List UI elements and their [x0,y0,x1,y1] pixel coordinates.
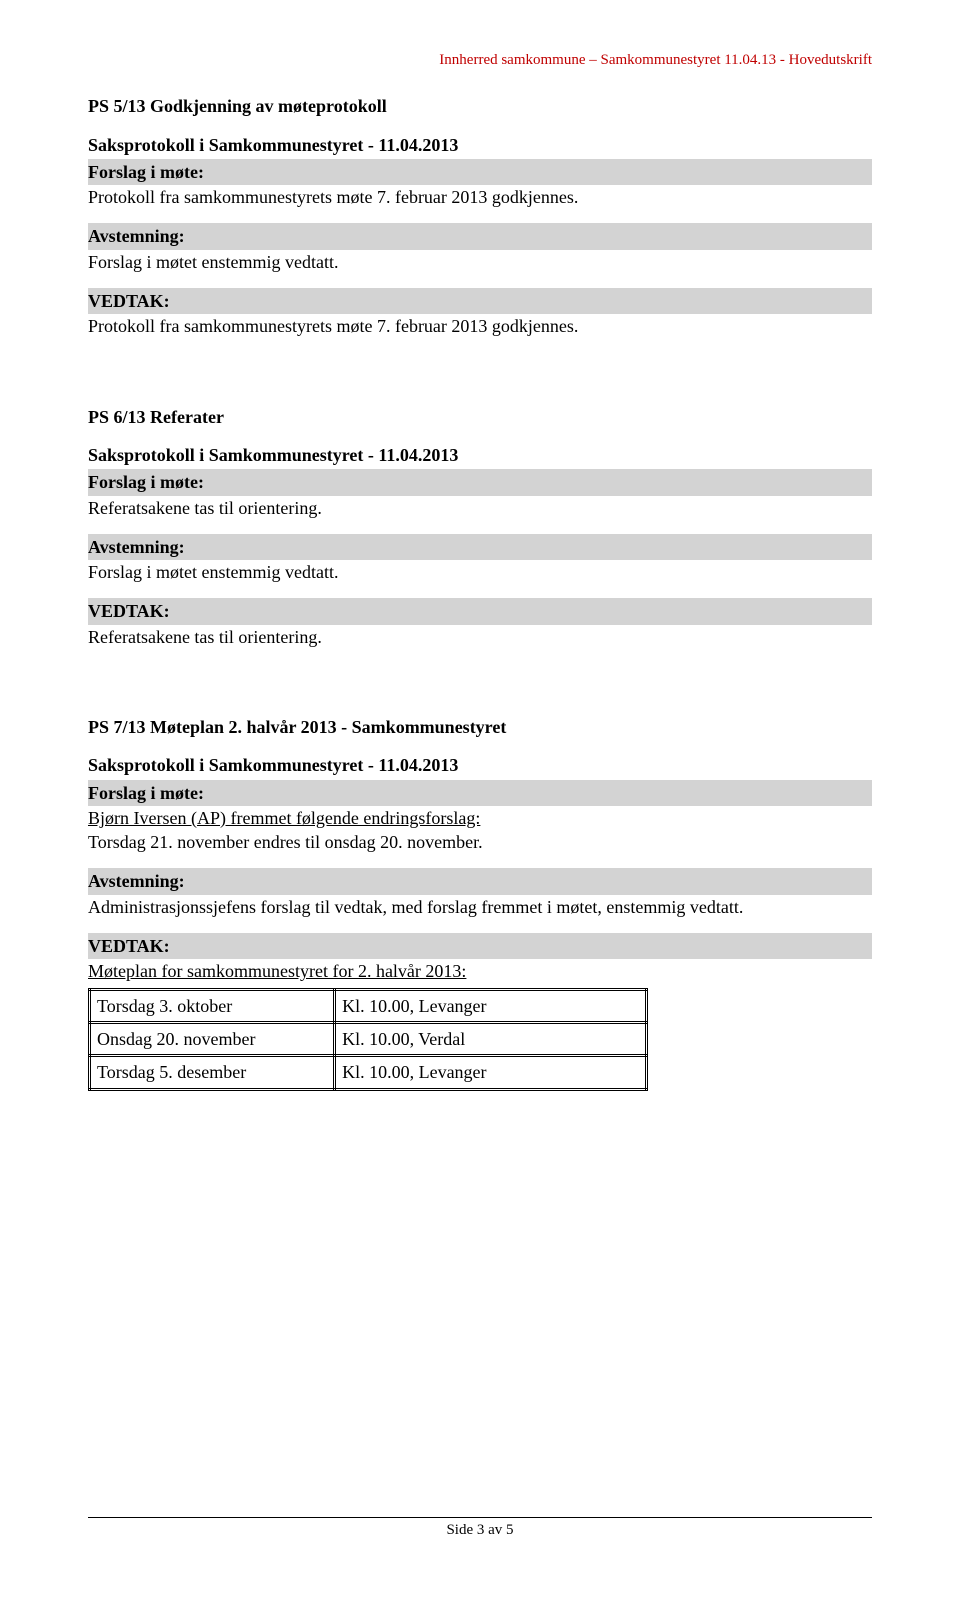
section-title: PS 7/13 Møteplan 2. halvår 2013 - Samkom… [88,715,872,739]
document-page: Innherred samkommune – Samkommunestyret … [0,0,960,1578]
section-subtitle: Saksprotokoll i Samkommunestyret - 11.04… [88,443,872,467]
avstemning-label: Avstemning: [88,223,872,249]
vedtak-text: Referatsakene tas til orientering. [88,625,872,649]
vedtak-label: VEDTAK: [88,288,872,314]
section-subtitle: Saksprotokoll i Samkommunestyret - 11.04… [88,753,872,777]
forslag-proposer: Bjørn Iversen (AP) fremmet følgende endr… [88,806,872,830]
footer-rule [88,1517,872,1518]
table-row: Torsdag 3. oktober Kl. 10.00, Levanger [90,989,647,1022]
table-row: Onsdag 20. november Kl. 10.00, Verdal [90,1022,647,1055]
forslag-text: Protokoll fra samkommunestyrets møte 7. … [88,185,872,209]
forslag-text: Torsdag 21. november endres til onsdag 2… [88,830,872,854]
schedule-place: Kl. 10.00, Verdal [335,1022,647,1055]
forslag-text: Referatsakene tas til orientering. [88,496,872,520]
section-title: PS 6/13 Referater [88,405,872,429]
page-indicator: Side 3 av 5 [88,1520,872,1540]
avstemning-text: Administrasjonssjefens forslag til vedta… [88,895,872,919]
page-footer: Side 3 av 5 [88,1517,872,1540]
table-row: Torsdag 5. desember Kl. 10.00, Levanger [90,1056,647,1089]
vedtak-label: VEDTAK: [88,933,872,959]
vedtak-label: VEDTAK: [88,598,872,624]
avstemning-text: Forslag i møtet enstemmig vedtatt. [88,560,872,584]
avstemning-text: Forslag i møtet enstemmig vedtatt. [88,250,872,274]
avstemning-label: Avstemning: [88,868,872,894]
vedtak-text: Protokoll fra samkommunestyrets møte 7. … [88,314,872,338]
schedule-table: Torsdag 3. oktober Kl. 10.00, Levanger O… [88,988,648,1091]
schedule-place: Kl. 10.00, Levanger [335,989,647,1022]
avstemning-label: Avstemning: [88,534,872,560]
forslag-label: Forslag i møte: [88,469,872,495]
forslag-label: Forslag i møte: [88,780,872,806]
section-subtitle: Saksprotokoll i Samkommunestyret - 11.04… [88,133,872,157]
schedule-date: Torsdag 3. oktober [90,989,335,1022]
schedule-place: Kl. 10.00, Levanger [335,1056,647,1089]
schedule-date: Onsdag 20. november [90,1022,335,1055]
forslag-label: Forslag i møte: [88,159,872,185]
section-title: PS 5/13 Godkjenning av møteprotokoll [88,94,872,118]
header-meta: Innherred samkommune – Samkommunestyret … [88,50,872,70]
vedtak-intro: Møteplan for samkommunestyret for 2. hal… [88,959,872,983]
schedule-date: Torsdag 5. desember [90,1056,335,1089]
